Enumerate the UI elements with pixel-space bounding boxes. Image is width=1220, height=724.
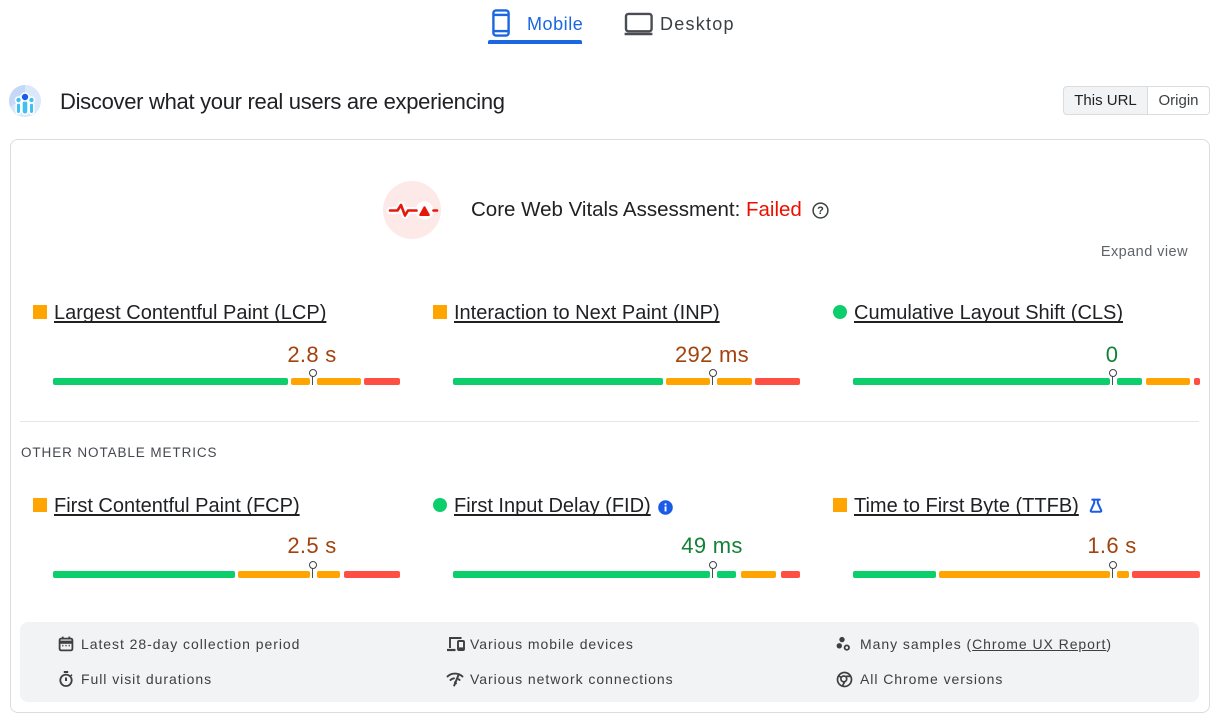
svg-text:?: ?	[817, 205, 824, 217]
